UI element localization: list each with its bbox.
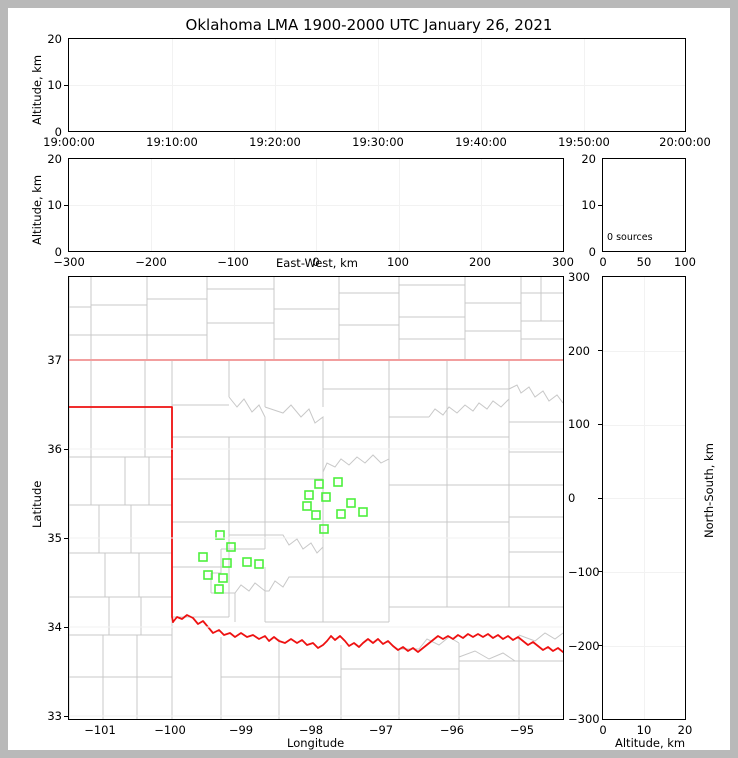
east-west-height-panel[interactable] (68, 158, 564, 252)
axis-tick (598, 424, 602, 425)
axis-tick-label: −300 (53, 255, 85, 269)
axis-tick-label: −200 (135, 255, 167, 269)
source-count-annotation: 0 sources (607, 232, 653, 243)
axis-label-altitude-right: Altitude, km (615, 736, 686, 750)
axis-tick-label: 37 (47, 353, 62, 367)
altitude-histogram-panel[interactable] (602, 158, 686, 252)
axis-tick-label: 19:50:00 (558, 135, 610, 149)
axis-tick-label: 36 (47, 442, 62, 456)
axis-tick-label: −100 (217, 255, 249, 269)
axis-tick-label: 0 (54, 125, 62, 139)
axis-tick (64, 538, 68, 539)
gridline (172, 39, 173, 131)
axis-tick-label: −300 (568, 712, 600, 726)
gridline (69, 85, 685, 86)
axis-tick-label: 33 (47, 709, 62, 723)
gridline (275, 39, 276, 131)
axis-tick (64, 716, 68, 717)
axis-tick-label: 0 (568, 491, 576, 505)
axis-tick-label: 10 (47, 198, 62, 212)
gridline (399, 159, 400, 251)
plan-view-map-panel[interactable] (68, 276, 564, 720)
axis-tick-label: 35 (47, 531, 62, 545)
axis-tick-label: 19:10:00 (146, 135, 198, 149)
gridline (481, 39, 482, 131)
figure-canvas: Oklahoma LMA 1900-2000 UTC January 26, 2… (8, 8, 730, 750)
axis-tick (598, 571, 602, 572)
axis-tick-label: 300 (568, 270, 590, 284)
axis-tick-label: −100 (154, 723, 186, 737)
axis-tick (598, 498, 602, 499)
axis-tick (64, 449, 68, 450)
axis-tick-label: 20 (677, 723, 693, 737)
gridline (644, 277, 645, 719)
axis-tick-label: 200 (568, 344, 590, 358)
axis-tick-label: 0 (588, 245, 596, 259)
axis-tick (598, 350, 602, 351)
gridline (378, 39, 379, 131)
axis-label-east-west: East-West, km (276, 256, 358, 270)
axis-tick-label: 0 (312, 255, 320, 269)
axis-tick-label: −101 (84, 723, 116, 737)
lma-source-markers (198, 477, 368, 594)
axis-tick-label: 0 (599, 255, 607, 269)
axis-tick-label: 10 (581, 198, 596, 212)
axis-tick (64, 627, 68, 628)
axis-tick-label: 20:00:00 (659, 135, 711, 149)
axis-tick (598, 645, 602, 646)
axis-tick-label: 50 (636, 255, 652, 269)
axis-tick-label: 300 (552, 255, 574, 269)
axis-tick-label: 34 (47, 620, 62, 634)
axis-label-altitude: Altitude, km (30, 54, 44, 125)
axis-label-north-south: North-South, km (702, 443, 716, 538)
axis-tick-label: 19:40:00 (455, 135, 507, 149)
axis-tick (64, 85, 68, 86)
axis-tick-label: 20 (47, 152, 62, 166)
axis-tick-label: −96 (439, 723, 465, 737)
axis-tick-label: −98 (298, 723, 324, 737)
axis-tick-label: 100 (387, 255, 409, 269)
axis-tick-label: 200 (469, 255, 491, 269)
axis-tick-label: 19:20:00 (249, 135, 301, 149)
time-height-panel[interactable] (68, 38, 686, 132)
north-south-height-panel[interactable] (602, 276, 686, 720)
axis-tick-label: −95 (509, 723, 535, 737)
axis-tick-label: 100 (674, 255, 696, 269)
axis-tick-label: −100 (568, 565, 600, 579)
axis-tick-label: 10 (636, 723, 652, 737)
axis-tick-label: 0 (599, 723, 607, 737)
axis-tick (64, 205, 68, 206)
axis-tick-label: 20 (47, 32, 62, 46)
page-title: Oklahoma LMA 1900-2000 UTC January 26, 2… (185, 16, 553, 34)
axis-tick (598, 205, 602, 206)
gridline (316, 159, 317, 251)
axis-tick-label: 19:30:00 (352, 135, 404, 149)
axis-tick-label: −97 (368, 723, 394, 737)
gridline (481, 159, 482, 251)
axis-tick-label: −200 (568, 639, 600, 653)
axis-tick-label: 20 (581, 152, 596, 166)
axis-tick-label: 10 (47, 78, 62, 92)
axis-label-longitude: Longitude (287, 736, 345, 750)
gridline (151, 159, 152, 251)
axis-tick-label: −99 (228, 723, 254, 737)
axis-tick-label: 19:00:00 (43, 135, 95, 149)
gridline (234, 159, 235, 251)
map-graphic (69, 277, 563, 719)
axis-tick-label: 0 (54, 245, 62, 259)
gridline (584, 39, 585, 131)
axis-label-altitude: Altitude, km (30, 174, 44, 245)
axis-tick-label: 100 (568, 417, 590, 431)
axis-label-latitude: Latitude (30, 480, 44, 528)
